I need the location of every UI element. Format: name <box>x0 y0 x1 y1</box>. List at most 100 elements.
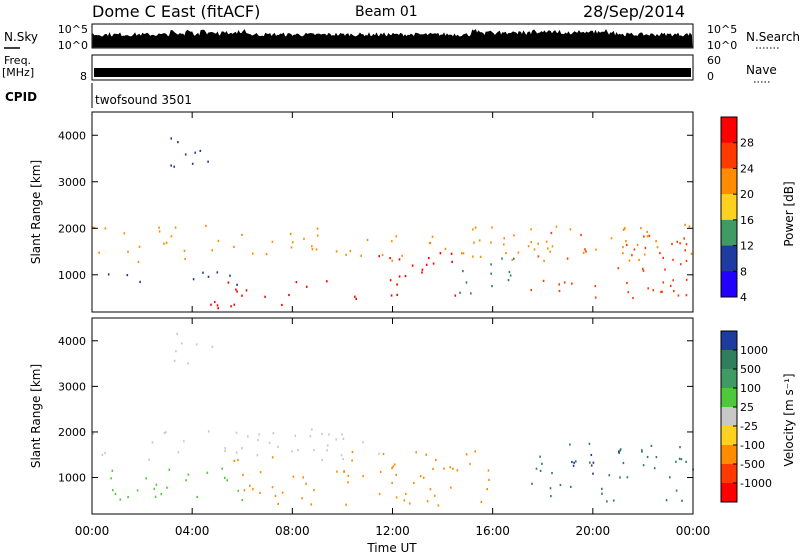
scatter-cell <box>164 431 167 434</box>
scatter-cell <box>622 461 625 465</box>
scatter-cell <box>237 489 240 492</box>
scatter-cell <box>343 470 345 473</box>
scatter-cell <box>491 226 493 229</box>
scatter-cell <box>382 452 385 456</box>
colorbar-tick-label: 1000 <box>740 344 768 357</box>
scatter-cell <box>632 296 634 300</box>
scatter-cell <box>104 451 106 455</box>
scatter-cell <box>505 252 507 255</box>
power-data <box>92 137 693 310</box>
scatter-cell <box>415 451 417 454</box>
scatter-cell <box>433 494 436 497</box>
scatter-cell <box>472 228 474 231</box>
scatter-cell <box>104 227 107 230</box>
scatter-cell <box>527 245 530 248</box>
scatter-cell <box>288 293 290 297</box>
x-tick-label: 00:00 <box>676 524 711 538</box>
velocity-colorbar-label: Velocity [m s⁻¹] <box>782 373 796 466</box>
colorbar-tick-label: 20 <box>740 188 754 201</box>
scatter-cell <box>451 260 453 263</box>
scatter-cell <box>566 257 569 260</box>
colorbar-tick-label: 12 <box>740 240 754 253</box>
scatter-cell <box>555 225 558 228</box>
scatter-cell <box>421 271 423 274</box>
scatter-cell <box>672 279 674 282</box>
scatter-cell <box>517 251 520 254</box>
scatter-cell <box>139 280 141 283</box>
scatter-cell <box>474 226 477 229</box>
scatter-cell <box>622 246 624 249</box>
scatter-cell <box>684 249 686 252</box>
scatter-cell <box>126 274 129 277</box>
scatter-cell <box>184 153 187 156</box>
scatter-cell <box>345 253 347 256</box>
scatter-cell <box>622 252 624 255</box>
scatter-cell <box>195 343 198 346</box>
scatter-cell <box>316 234 319 237</box>
scatter-cell <box>362 475 364 478</box>
scatter-cell <box>511 258 514 261</box>
power-colorbar-label: Power [dB] <box>782 181 796 246</box>
scatter-cell <box>608 474 611 477</box>
scatter-cell <box>472 255 474 258</box>
scatter-cell <box>205 224 207 227</box>
scatter-cell <box>321 458 323 462</box>
scatter-cell <box>571 282 573 285</box>
scatter-cell <box>123 232 126 235</box>
scatter-cell <box>187 362 189 365</box>
scatter-cell <box>685 460 687 463</box>
scatter-cell <box>309 435 312 438</box>
scatter-cell <box>242 473 244 476</box>
scatter-cell <box>422 476 425 479</box>
scatter-cell <box>626 281 628 285</box>
scatter-cell <box>479 255 482 258</box>
scatter-cell <box>465 281 468 284</box>
scatter-cell <box>241 499 244 502</box>
scatter-cell <box>160 493 163 496</box>
scatter-cell <box>335 438 337 441</box>
scatter-cell <box>390 294 393 297</box>
velocity-ylabel: Slant Range [km] <box>29 364 43 468</box>
scatter-cell <box>259 471 262 474</box>
scatter-cell <box>461 252 463 255</box>
scatter-cell <box>187 473 190 476</box>
scatter-cell <box>137 260 140 263</box>
scatter-cell <box>155 483 158 486</box>
scatter-cell <box>669 284 672 287</box>
scatter-cell <box>601 492 603 495</box>
freq-tick-left: 8 <box>80 70 87 83</box>
x-tick-label: 00:00 <box>75 524 110 538</box>
scatter-cell <box>237 458 239 462</box>
scatter-cell <box>165 241 168 244</box>
scatter-cell <box>646 455 649 459</box>
scatter-cell <box>584 248 586 251</box>
scatter-cell <box>490 263 492 266</box>
scatter-cell <box>294 434 297 437</box>
scatter-cell <box>281 491 284 494</box>
scatter-cell <box>592 461 595 464</box>
scatter-cell <box>327 444 329 447</box>
scatter-cell <box>170 137 172 140</box>
scatter-cell <box>313 489 315 492</box>
scatter-cell <box>403 499 406 502</box>
scatter-cell <box>378 255 380 258</box>
scatter-cell <box>392 465 394 468</box>
scatter-cell <box>450 486 452 489</box>
colorbar-tick-label: -500 <box>740 458 765 471</box>
colorbar-segment <box>721 407 737 427</box>
scatter-cell <box>661 290 663 293</box>
scatter-cell <box>685 294 688 297</box>
colorbar-tick-label: -1000 <box>740 477 772 490</box>
scatter-cell <box>393 463 396 466</box>
freq-panel: Freq. [MHz] 8 60 0 Nave CPID twofsound 3… <box>2 54 777 108</box>
scatter-cell <box>627 291 630 294</box>
scatter-cell <box>473 241 475 244</box>
scatter-cell <box>341 433 343 436</box>
scatter-cell <box>311 428 313 431</box>
scatter-cell <box>644 246 647 250</box>
scatter-cell <box>98 251 100 254</box>
scatter-cell <box>355 297 357 300</box>
scatter-cell <box>233 245 235 248</box>
colorbar-segment <box>721 445 737 465</box>
scatter-cell <box>437 504 440 507</box>
